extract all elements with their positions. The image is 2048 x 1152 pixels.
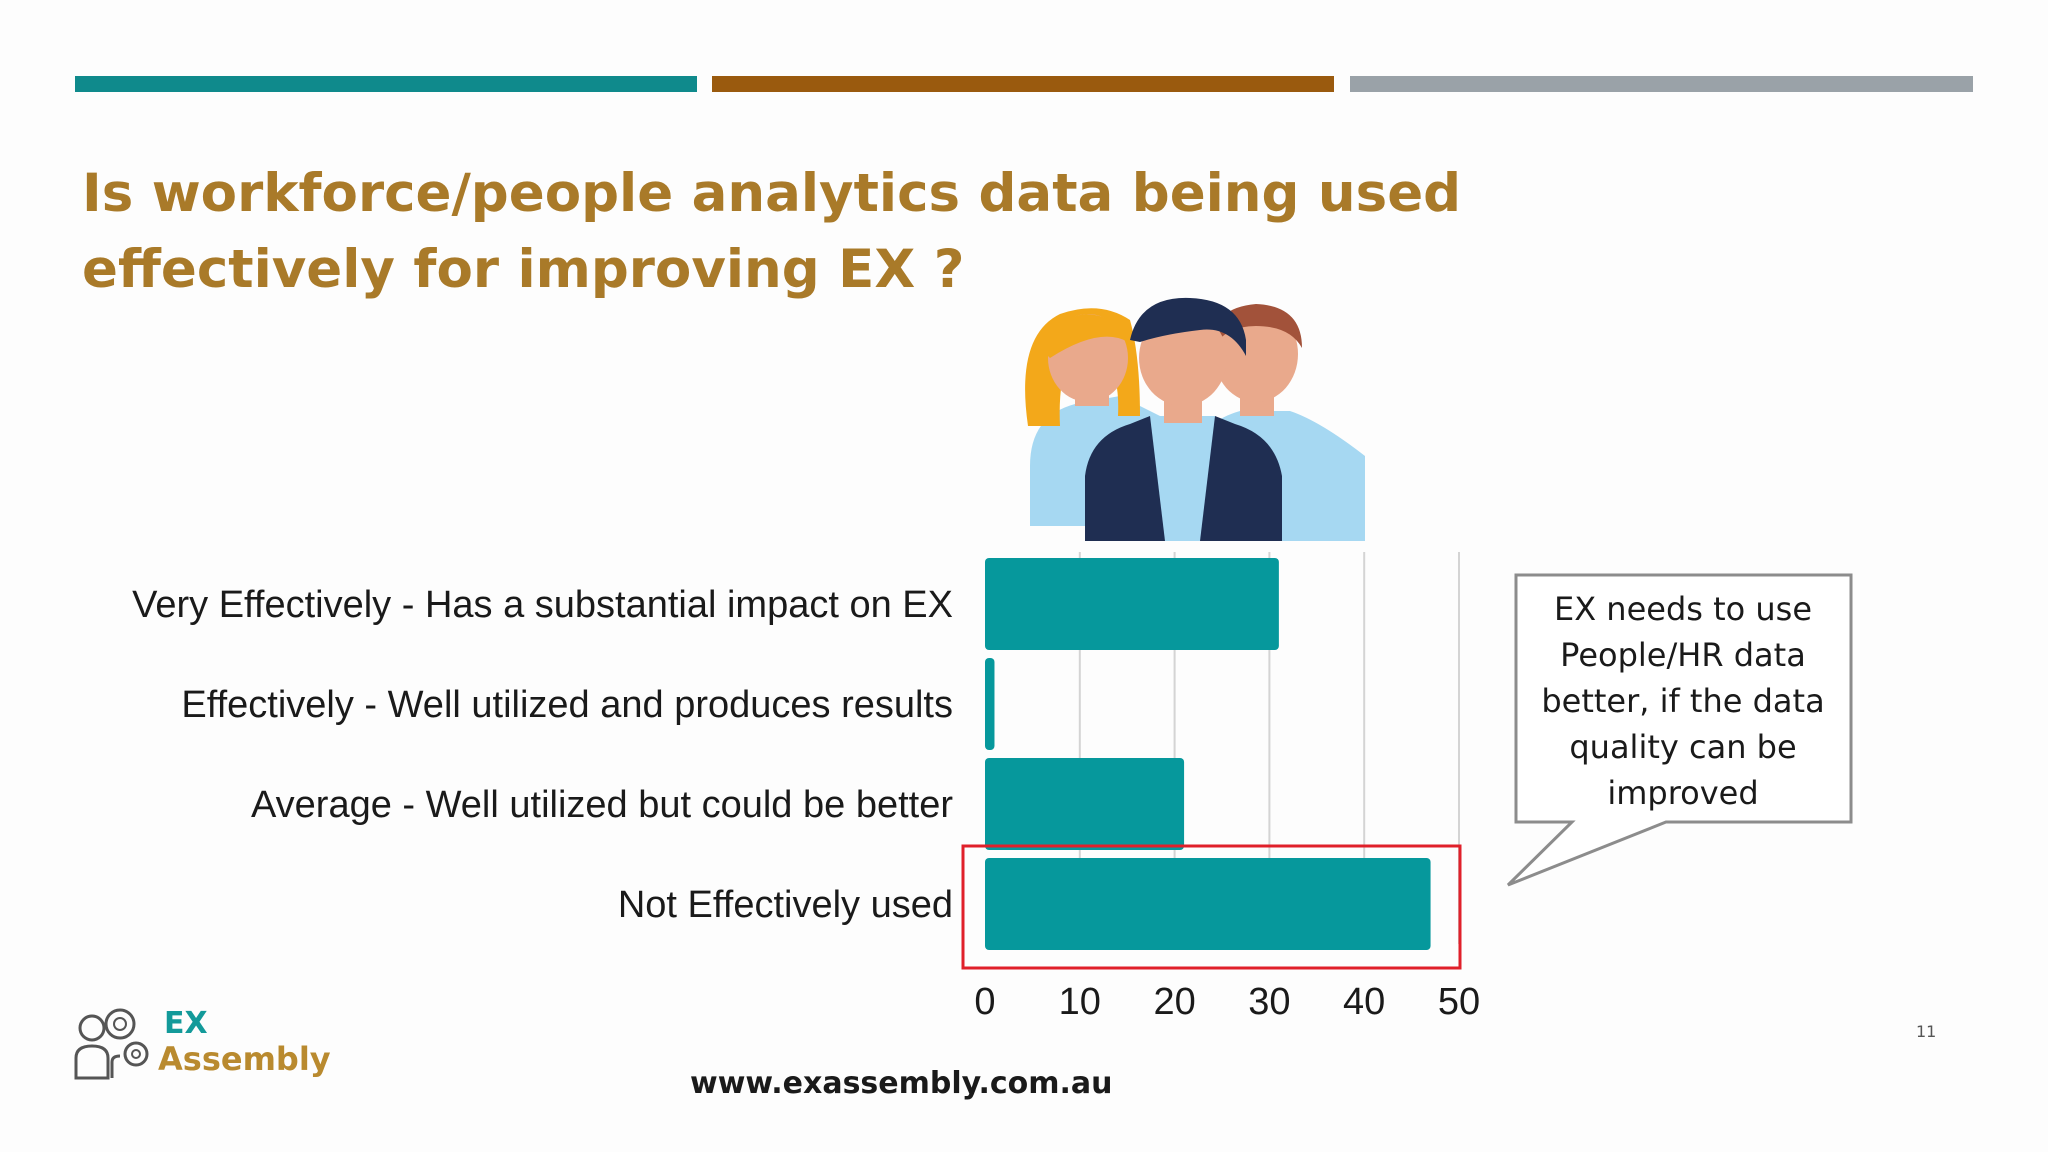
category-label: Very Effectively - Has a substantial imp… [132, 584, 953, 626]
x-tick-label: 20 [1153, 981, 1195, 1023]
logo-text-assembly: Assembly [158, 1040, 331, 1078]
callout-line: better, if the data [1541, 682, 1825, 720]
top-bar-brown [712, 76, 1334, 92]
logo: EX Assembly [72, 1006, 332, 1086]
page-number: 11 [1916, 1022, 1937, 1041]
x-tick-label: 40 [1343, 981, 1385, 1023]
x-tick-label: 0 [974, 981, 995, 1023]
chart-bars [985, 558, 1431, 950]
chart-category-labels: Very Effectively - Has a substantial imp… [132, 584, 953, 926]
people-gear-icon [74, 1008, 149, 1080]
callout-line: quality can be [1569, 728, 1797, 766]
callout-line: EX needs to use [1553, 590, 1813, 628]
bar [985, 758, 1185, 850]
callout-text: EX needs to use People/HR data better, i… [1520, 586, 1846, 816]
chart-gridlines [1078, 552, 1460, 944]
category-label: Effectively - Well utilized and produces… [181, 684, 953, 726]
x-tick-label: 10 [1059, 981, 1101, 1023]
highlight-box [961, 844, 1462, 970]
category-label: Not Effectively used [618, 884, 953, 926]
top-bar-teal [75, 76, 697, 92]
people-group-icon [1025, 297, 1365, 541]
bar [985, 558, 1279, 650]
footer-url: www.exassembly.com.au [690, 1066, 1113, 1101]
chart-x-tick-labels: 0 10 20 30 40 50 [974, 981, 1480, 1023]
top-bar-gray [1350, 76, 1973, 92]
x-tick-label: 50 [1438, 981, 1480, 1023]
logo-text-ex: EX [164, 1006, 208, 1041]
callout-line: improved [1607, 774, 1759, 812]
callout-line: People/HR data [1560, 636, 1806, 674]
category-label: Average - Well utilized but could be bet… [251, 784, 953, 826]
x-tick-label: 30 [1248, 981, 1290, 1023]
slide-title: Is workforce/people analytics data being… [82, 163, 1462, 300]
bar [985, 658, 995, 750]
bar [985, 858, 1431, 950]
